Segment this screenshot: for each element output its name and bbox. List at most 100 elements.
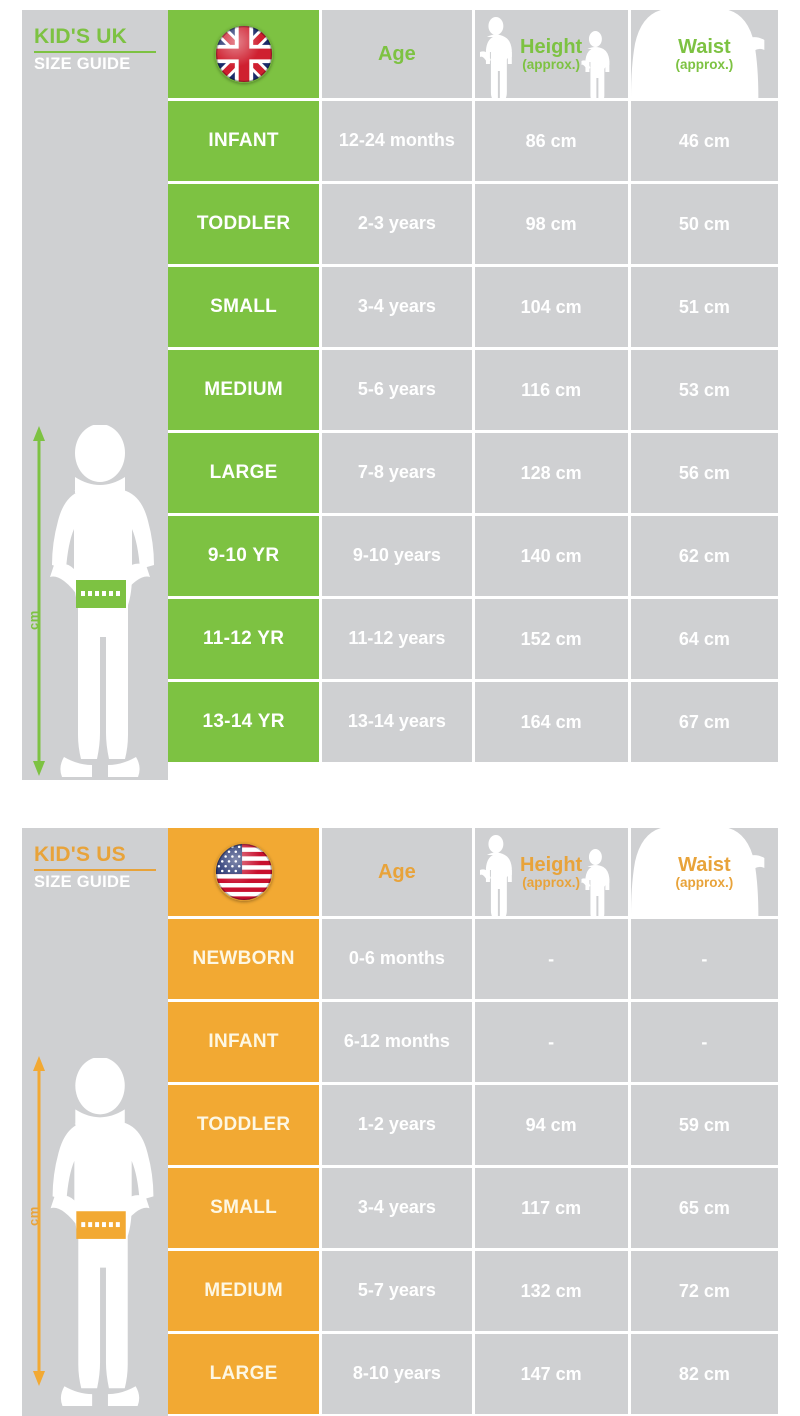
uk-row-3-age: 5-6 years (322, 350, 472, 430)
uk-row-1-waist: 50 cm (630, 184, 778, 264)
us-row-2-size: TODDLER (168, 1085, 320, 1165)
uk-brand-subtitle: SIZE GUIDE (34, 55, 131, 74)
us-cm-label: cm (26, 1206, 41, 1226)
us-header-height-sublabel: (approx.) (522, 874, 580, 890)
us-row-0-waist: - (630, 919, 778, 999)
uk-row-6-size: 11-12 YR (168, 599, 320, 679)
us-row-3-size: SMALL (168, 1168, 320, 1248)
us-row-4-waist: 72 cm (630, 1251, 778, 1331)
table-row: SMALL 3-4 years 117 cm 65 cm (168, 1168, 778, 1248)
us-flag-cell (168, 828, 320, 916)
uk-row-7-waist: 67 cm (630, 682, 778, 762)
uk-row-6-height: 152 cm (474, 599, 628, 679)
uk-row-4-height: 128 cm (474, 433, 628, 513)
us-row-5-age: 8-10 years (322, 1334, 472, 1414)
uk-header-height-sublabel: (approx.) (522, 56, 580, 72)
uk-cm-label: cm (26, 610, 41, 630)
uk-row-4-waist: 56 cm (630, 433, 778, 513)
uk-brand-rule (34, 51, 156, 54)
uk-row-2-age: 3-4 years (322, 267, 472, 347)
us-row-2-waist: 59 cm (630, 1085, 778, 1165)
us-height-arrow (33, 1056, 45, 1386)
us-row-4-age: 5-7 years (322, 1251, 472, 1331)
uk-row-4-age: 7-8 years (322, 433, 472, 513)
uk-flag-badge-icon (215, 25, 273, 83)
us-row-3-waist: 65 cm (630, 1168, 778, 1248)
uk-row-3-waist: 53 cm (630, 350, 778, 430)
us-row-1-waist: - (630, 1002, 778, 1082)
table-row: NEWBORN 0-6 months - - (168, 919, 778, 999)
uk-row-0-age: 12-24 months (322, 101, 472, 181)
us-size-table: Age (168, 828, 778, 1414)
uk-row-3-height: 116 cm (474, 350, 628, 430)
uk-header-age-label: Age (377, 43, 416, 65)
table-row: 11-12 YR 11-12 years 152 cm 64 cm (168, 599, 778, 679)
us-row-1-height: - (474, 1002, 628, 1082)
uk-header-waist-sublabel: (approx.) (675, 56, 734, 72)
us-row-0-height: - (474, 919, 628, 999)
uk-header-age: Age (322, 10, 472, 98)
us-size-guide-section: KID'S US SIZE GUIDE (0, 818, 800, 1416)
us-brand-block: KID'S US SIZE GUIDE (34, 843, 158, 892)
uk-row-1-height: 98 cm (474, 184, 628, 264)
uk-row-5-height: 140 cm (474, 516, 628, 596)
uk-row-0-height: 86 cm (474, 101, 628, 181)
us-row-3-age: 3-4 years (322, 1168, 472, 1248)
us-brand-rule (34, 869, 156, 872)
table-row: 13-14 YR 13-14 years 164 cm 67 cm (168, 682, 778, 762)
table-row: LARGE 7-8 years 128 cm 56 cm (168, 433, 778, 513)
uk-row-2-size: SMALL (168, 267, 320, 347)
us-row-3-height: 117 cm (474, 1168, 628, 1248)
uk-header-waist-label: Waist (678, 35, 731, 58)
us-header-age-label: Age (377, 861, 416, 883)
us-row-5-size: LARGE (168, 1334, 320, 1414)
us-brand-subtitle: SIZE GUIDE (34, 873, 131, 892)
table-row: INFANT 12-24 months 86 cm 46 cm (168, 101, 778, 181)
us-header-height-label: Height (520, 853, 583, 876)
us-row-1-age: 6-12 months (322, 1002, 472, 1082)
uk-header-height-label: Height (520, 35, 583, 58)
uk-flag-cell (168, 10, 320, 98)
uk-row-3-size: MEDIUM (168, 350, 320, 430)
uk-row-2-height: 104 cm (474, 267, 628, 347)
uk-row-4-size: LARGE (168, 433, 320, 513)
uk-brand-title: KID'S UK (34, 25, 127, 48)
us-row-5-waist: 82 cm (630, 1334, 778, 1414)
us-row-2-age: 1-2 years (322, 1085, 472, 1165)
uk-row-7-size: 13-14 YR (168, 682, 320, 762)
uk-row-2-waist: 51 cm (630, 267, 778, 347)
table-row: TODDLER 1-2 years 94 cm 59 cm (168, 1085, 778, 1165)
table-row: MEDIUM 5-7 years 132 cm 72 cm (168, 1251, 778, 1331)
uk-header-height: Height (approx.) (474, 10, 628, 98)
us-header-height: Height (approx.) (474, 828, 628, 916)
uk-height-arrow (33, 426, 45, 776)
table-row: INFANT 6-12 months - - (168, 1002, 778, 1082)
table-row: LARGE 8-10 years 147 cm 82 cm (168, 1334, 778, 1414)
table-row: SMALL 3-4 years 104 cm 51 cm (168, 267, 778, 347)
us-row-2-height: 94 cm (474, 1085, 628, 1165)
uk-row-7-height: 164 cm (474, 682, 628, 762)
us-header-waist-label: Waist (678, 853, 731, 876)
uk-row-5-age: 9-10 years (322, 516, 472, 596)
uk-row-7-age: 13-14 years (322, 682, 472, 762)
uk-row-1-size: TODDLER (168, 184, 320, 264)
us-header-age: Age (322, 828, 472, 916)
uk-size-table: Age (168, 10, 778, 762)
table-row: TODDLER 2-3 years 98 cm 50 cm (168, 184, 778, 264)
uk-row-5-waist: 62 cm (630, 516, 778, 596)
table-row: MEDIUM 5-6 years 116 cm 53 cm (168, 350, 778, 430)
us-row-0-size: NEWBORN (168, 919, 320, 999)
us-header-waist: Waist (approx.) (630, 828, 778, 916)
us-brand-title: KID'S US (34, 843, 126, 866)
us-table-header-row: Age (168, 828, 778, 916)
us-row-0-age: 0-6 months (322, 919, 472, 999)
uk-header-waist: Waist (approx.) (630, 10, 778, 98)
uk-row-5-size: 9-10 YR (168, 516, 320, 596)
uk-row-0-size: INFANT (168, 101, 320, 181)
table-row: 9-10 YR 9-10 years 140 cm 62 cm (168, 516, 778, 596)
us-flag-badge-icon (215, 843, 273, 901)
uk-row-1-age: 2-3 years (322, 184, 472, 264)
us-header-waist-sublabel: (approx.) (675, 874, 734, 890)
uk-size-guide-section: KID'S UK SIZE GUIDE (22, 10, 778, 780)
